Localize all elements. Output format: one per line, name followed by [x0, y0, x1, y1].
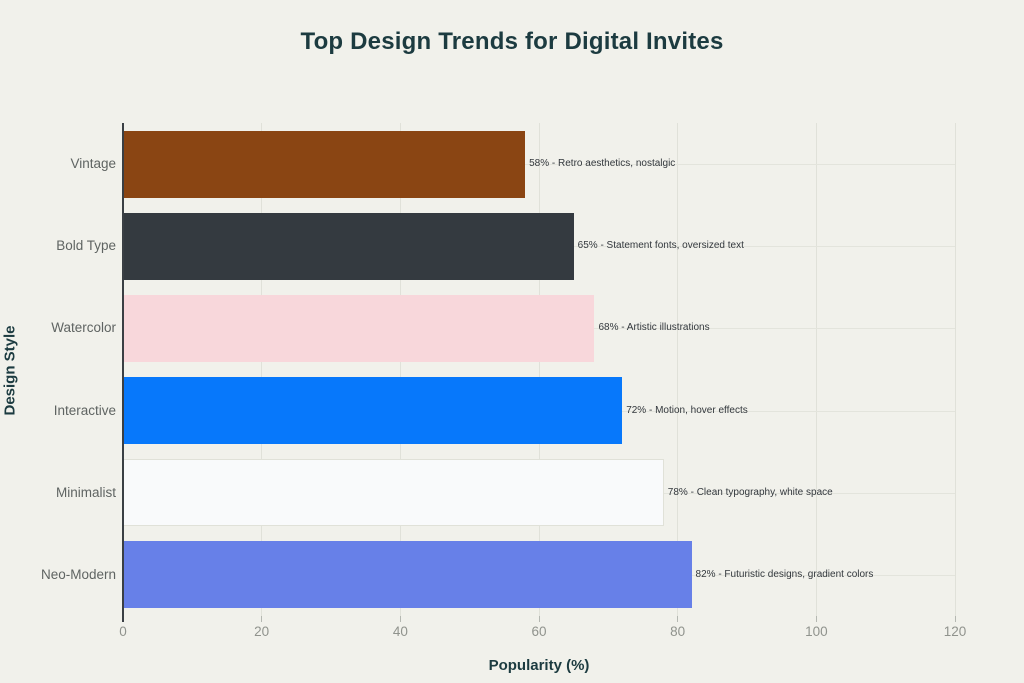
- bar-annotation-watercolor: 68% - Artistic illustrations: [598, 322, 710, 334]
- x-tick-mark: [399, 616, 401, 622]
- bar-annotation-neo-modern: 82% - Futuristic designs, gradient color…: [695, 568, 874, 580]
- vertical-gridline: [954, 123, 956, 616]
- bar-annotation-bold-type: 65% - Statement fonts, oversized text: [577, 240, 744, 252]
- category-label-minimalist: Minimalist: [55, 484, 116, 500]
- chart-title: Top Design Trends for Digital Invites: [300, 28, 724, 55]
- x-tick-label: 20: [254, 624, 270, 639]
- y-axis-line: [122, 123, 124, 621]
- x-tick-mark: [954, 616, 956, 622]
- vertical-gridline: [677, 123, 679, 616]
- vertical-gridline: [261, 123, 263, 616]
- vertical-gridline: [399, 123, 401, 616]
- x-tick-label: 60: [531, 624, 547, 639]
- horizontal-gridline: [123, 164, 955, 166]
- x-tick-label: 40: [392, 624, 408, 639]
- x-tick-mark: [261, 616, 263, 622]
- x-tick-label: 80: [670, 624, 686, 639]
- plot-area: 58% - Retro aesthetics, nostalgic 65% - S…: [123, 123, 956, 616]
- vertical-gridline: [815, 123, 817, 616]
- x-tick-label: 0: [119, 624, 127, 639]
- bar-annotation-interactive: 72% - Motion, hover effects: [626, 404, 748, 416]
- x-tick-label: 120: [943, 624, 967, 639]
- bar-interactive: [123, 377, 623, 445]
- bar-watercolor: [123, 294, 595, 362]
- x-tick-mark: [538, 616, 540, 622]
- bar-minimalist: [123, 459, 664, 527]
- category-label-interactive: Interactive: [53, 402, 116, 418]
- x-axis-title: Popularity (%): [488, 657, 590, 674]
- x-tick-mark: [122, 616, 124, 622]
- bar-annotation-vintage: 58% - Retro aesthetics, nostalgic: [529, 158, 676, 170]
- bar-annotation-minimalist: 78% - Clean typography, white space: [667, 486, 833, 498]
- bar-bold-type: [123, 212, 574, 280]
- category-label-bold-type: Bold Type: [56, 238, 116, 254]
- category-label-watercolor: Watercolor: [51, 320, 116, 336]
- category-label-vintage: Vintage: [70, 156, 116, 172]
- vertical-gridline: [538, 123, 540, 616]
- x-tick-mark: [815, 616, 817, 622]
- bar-neo-modern: [123, 541, 692, 609]
- bar-vintage: [123, 130, 526, 198]
- x-tick-mark: [677, 616, 679, 622]
- x-tick-label: 100: [805, 624, 828, 639]
- category-label-neo-modern: Neo-Modern: [40, 566, 116, 582]
